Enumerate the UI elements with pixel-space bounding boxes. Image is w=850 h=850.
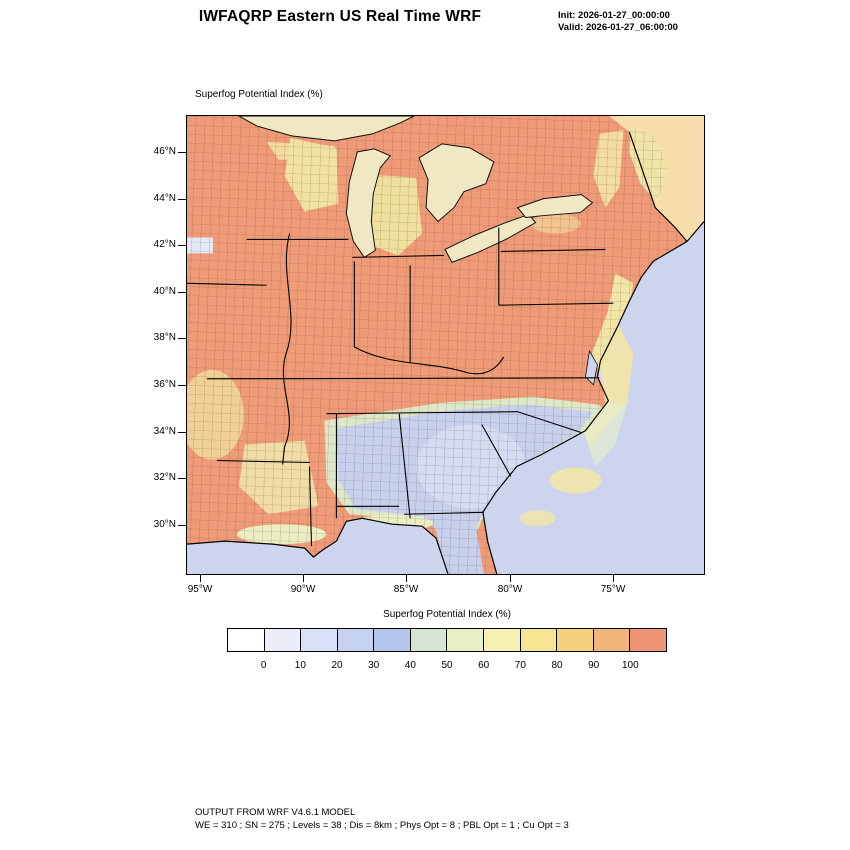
init-time-label: Init: 2026-01-27_00:00:00 [558, 10, 670, 21]
colorbar-tick-label: 70 [514, 660, 526, 671]
map-plot-area [186, 115, 705, 575]
lake-huron [418, 143, 495, 223]
lat-tick-mark [178, 245, 186, 246]
lon-tick-label: 75°W [600, 584, 626, 595]
lat-tick-label: 36°N [153, 379, 176, 390]
lat-tick-mark [178, 152, 186, 153]
lon-tick-mark [613, 575, 614, 582]
lon-tick-label: 95°W [187, 584, 213, 595]
lat-tick-label: 38°N [153, 332, 176, 343]
colorbar-tick-label: 40 [404, 660, 416, 671]
colorbar-tick-label: 100 [621, 660, 639, 671]
colorbar-swatch [373, 628, 411, 652]
lon-tick-mark [303, 575, 304, 582]
lat-tick-mark [178, 525, 186, 526]
colorbar-tick-label: 50 [441, 660, 453, 671]
colorbar-swatch [263, 628, 302, 652]
colorbar-swatch [227, 628, 265, 652]
colorbar-tick-label: 90 [588, 660, 600, 671]
valid-time-label: Valid: 2026-01-27_06:00:00 [558, 22, 678, 33]
colorbar-tick-label: 20 [331, 660, 343, 671]
map-canvas [187, 116, 704, 574]
lat-tick-label: 30°N [153, 519, 176, 530]
lake-superior [237, 116, 415, 142]
lon-tick-mark [406, 575, 407, 582]
offshore-yellow-patch-2 [519, 510, 556, 527]
lon-tick-label: 90°W [290, 584, 316, 595]
colorbar-swatch [483, 628, 521, 652]
lake-ontario [516, 194, 594, 219]
state-borders [187, 227, 614, 547]
colorbar-swatch [519, 628, 558, 652]
lat-tick-mark [178, 478, 186, 479]
lon-tick-label: 85°W [393, 584, 419, 595]
lon-tick-label: 80°W [497, 584, 523, 595]
colorbar-tick-label: 80 [551, 660, 563, 671]
colorbar-tick-label: 60 [478, 660, 490, 671]
model-config-footer: OUTPUT FROM WRF V4.6.1 MODEL WE = 310 ; … [195, 806, 569, 832]
colorbar-swatch [556, 628, 594, 652]
vermont-newhampshire-region [593, 129, 624, 208]
lat-tick-label: 44°N [153, 193, 176, 204]
lat-tick-mark [178, 432, 186, 433]
lat-tick-mark [178, 385, 186, 386]
colorbar-swatch [629, 628, 667, 652]
model-version-line: OUTPUT FROM WRF V4.6.1 MODEL [195, 807, 356, 818]
lat-tick-mark [178, 199, 186, 200]
atlantic-ocean [482, 221, 704, 574]
colorbar-title: Superfog Potential Index (%) [383, 609, 511, 620]
lon-tick-mark [510, 575, 511, 582]
offshore-yellow-patch-1 [549, 467, 602, 494]
lake-erie [444, 213, 537, 263]
plot-title: IWFAQRP Eastern US Real Time WRF [198, 8, 482, 25]
lat-tick-mark [178, 338, 186, 339]
maine-region [629, 125, 670, 202]
colorbar-tick-label: 10 [294, 660, 306, 671]
lat-tick-mark [178, 292, 186, 293]
coastline [187, 131, 704, 574]
colorbar [227, 628, 667, 652]
model-settings-line: WE = 310 ; SN = 275 ; Levels = 38 ; Dis … [195, 820, 569, 831]
great-lakes [237, 116, 594, 263]
colorbar-swatch [446, 628, 485, 652]
lat-tick-label: 42°N [153, 239, 176, 250]
lat-tick-label: 46°N [153, 146, 176, 157]
colorbar-swatch [336, 628, 375, 652]
run-info: Init: 2026-01-27_00:00:00 Valid: 2026-01… [558, 10, 738, 34]
lat-tick-label: 32°N [153, 472, 176, 483]
colorbar-tick-label: 30 [368, 660, 380, 671]
colorbar-swatch [592, 628, 631, 652]
field-label: Superfog Potential Index (%) [195, 89, 323, 100]
gulf-of-mexico [187, 518, 448, 574]
chesapeake-bay [585, 349, 598, 386]
lake-michigan [345, 148, 392, 259]
colorbar-tick-label: 0 [260, 660, 267, 671]
colorbar-swatch [300, 628, 338, 652]
lat-tick-label: 34°N [153, 426, 176, 437]
colorbar-swatch [409, 628, 448, 652]
lon-tick-mark [200, 575, 201, 582]
lat-tick-label: 40°N [153, 286, 176, 297]
